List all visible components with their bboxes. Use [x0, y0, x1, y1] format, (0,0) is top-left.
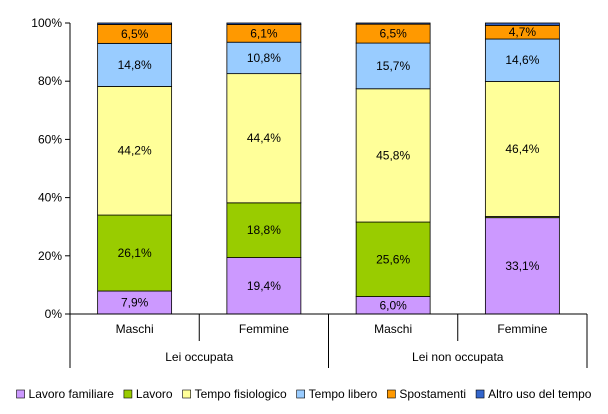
- axes-layer: 0% 20% 40% 60% 80% 100% Maschi Femmine Maschi Fem…: [31, 16, 588, 368]
- y-tick-label-5: 100%: [31, 16, 62, 30]
- legend-swatch-6: [475, 389, 485, 399]
- bar-segment-6-1: [97, 22, 173, 25]
- bar-segment-2-3: [355, 221, 431, 297]
- bar-segment-2-2: [226, 202, 302, 258]
- bars-layer: [97, 22, 560, 315]
- bar-segment-1-4: [484, 217, 560, 315]
- data-label-4-3: 15,7%: [376, 59, 410, 73]
- data-label-4-2: 10,8%: [247, 51, 281, 65]
- y-tick-label-2: 40%: [38, 191, 62, 205]
- data-label-5-2: 6,1%: [250, 26, 278, 40]
- data-label-5-3: 6,5%: [379, 27, 407, 41]
- legend-label-3: Tempo fisiologico: [195, 387, 287, 401]
- data-label-2-3: 25,6%: [376, 252, 410, 266]
- x-category-label-4: Femmine: [497, 322, 547, 336]
- legend-swatch-2: [123, 389, 133, 399]
- legend-label-2: Lavoro: [136, 387, 173, 401]
- data-label-3-1: 44,2%: [118, 144, 152, 158]
- bar-segment-2-1: [97, 214, 173, 292]
- legend-swatch-5: [387, 389, 396, 399]
- data-label-1-3: 6,0%: [379, 298, 407, 312]
- legend-label-1: Lavoro familiare: [29, 387, 115, 401]
- data-label-5-1: 6,5%: [121, 27, 149, 41]
- bar-segment-6-4: [484, 22, 560, 26]
- data-label-5-4: 4,7%: [509, 25, 537, 39]
- y-tick-label-3: 60%: [38, 132, 62, 146]
- data-label-1-4: 33,1%: [505, 259, 539, 273]
- legend: Lavoro familiare Lavoro Tempo fisiologico T…: [16, 387, 592, 401]
- data-label-3-2: 44,4%: [247, 131, 281, 145]
- x-group-label-2: Lei non occupata: [412, 350, 504, 364]
- x-category-label-1: Maschi: [116, 322, 154, 336]
- y-tick-label-0: 0%: [45, 307, 63, 321]
- data-label-3-4: 46,4%: [505, 142, 539, 156]
- data-label-3-3: 45,8%: [376, 148, 410, 162]
- bar-segment-3-2: [226, 73, 302, 204]
- bar-segment-4-2: [226, 41, 302, 75]
- bar-segment-4-1: [97, 42, 173, 87]
- y-tick-label-1: 20%: [38, 249, 62, 263]
- data-label-1-1: 7,9%: [121, 296, 149, 310]
- data-label-2-2: 18,8%: [247, 223, 281, 237]
- x-category-label-2: Femmine: [239, 322, 289, 336]
- data-label-2-1: 26,1%: [118, 246, 152, 260]
- legend-label-5: Spostamenti: [399, 387, 466, 401]
- legend-swatch-3: [182, 389, 191, 399]
- data-label-1-2: 19,4%: [247, 279, 281, 293]
- bar-segment-6-3: [355, 22, 431, 25]
- data-label-4-4: 14,6%: [505, 53, 539, 67]
- bar-segment-6-2: [226, 22, 302, 25]
- x-category-label-3: Maschi: [374, 322, 412, 336]
- y-tick-label-4: 80%: [38, 74, 62, 88]
- legend-label-4: Tempo libero: [309, 387, 378, 401]
- legend-label-6: Altro uso del tempo: [488, 387, 592, 401]
- legend-swatch-4: [296, 389, 305, 399]
- x-group-label-1: Lei occupata: [165, 350, 233, 364]
- legend-swatch-1: [16, 389, 25, 399]
- data-labels-layer: 7,9% 26,1% 44,2% 14,8% 6,5% 19,4% 18,8% 44,4% 10…: [118, 25, 540, 312]
- bar-segment-4-3: [355, 42, 431, 90]
- data-label-4-1: 14,8%: [118, 58, 152, 72]
